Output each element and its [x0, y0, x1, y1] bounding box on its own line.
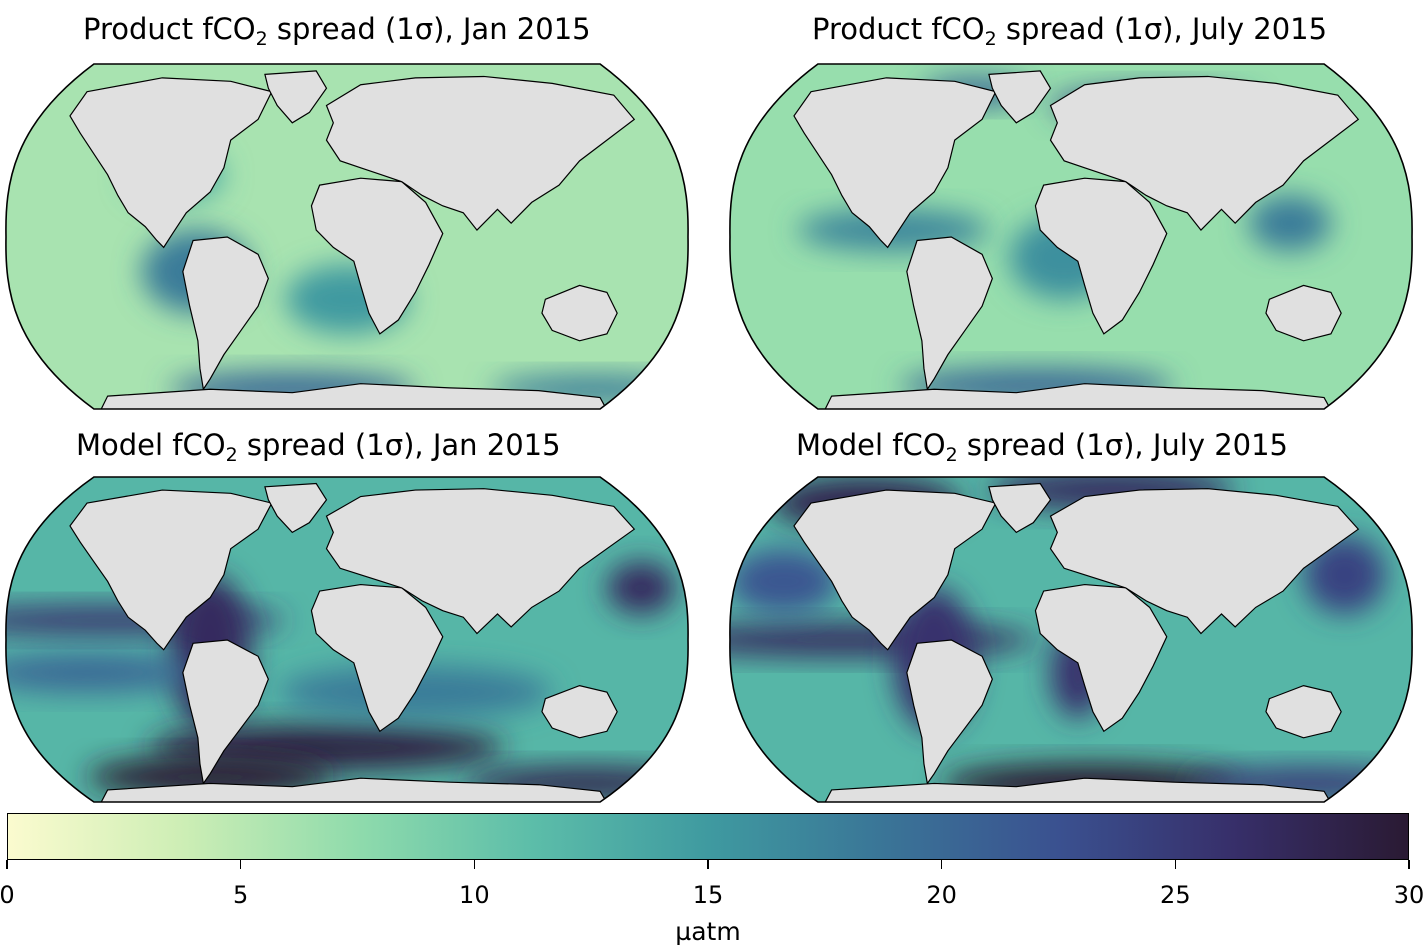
colorbar	[7, 813, 1409, 860]
land-antarctica	[99, 383, 608, 409]
panel-title-product-jan: Product fCO2 spread (1σ), Jan 2015	[83, 12, 591, 50]
land-south-america	[182, 639, 269, 785]
land-antarctica	[823, 383, 1332, 409]
map-product-july	[729, 63, 1413, 410]
map-product-jan	[5, 63, 689, 410]
colorbar-tick	[1174, 860, 1177, 869]
land-north-america	[69, 77, 273, 249]
map-outline	[729, 476, 1413, 803]
land-greenland	[264, 482, 328, 534]
land-africa	[310, 177, 444, 335]
land-north-america	[793, 489, 997, 651]
land-south-america	[906, 639, 993, 785]
land-australia	[541, 284, 618, 342]
spread-region	[1303, 535, 1386, 614]
land-north-america	[69, 489, 273, 651]
spread-region	[5, 653, 197, 693]
panel-title-model-jan: Model fCO2 spread (1σ), Jan 2015	[76, 428, 561, 466]
land-south-america	[182, 236, 269, 391]
colorbar-tick-label: 25	[1160, 881, 1191, 909]
land-africa	[1034, 177, 1168, 335]
map-outline	[5, 63, 689, 410]
colorbar-tick	[940, 860, 943, 869]
colorbar-tick	[707, 860, 709, 869]
land-africa	[310, 584, 444, 733]
land-africa	[1034, 584, 1168, 733]
colorbar-tick-label: 10	[459, 881, 490, 909]
spread-region	[606, 561, 676, 614]
colorbar-tick-label: 15	[692, 881, 724, 909]
colorbar-tick-label: 5	[233, 881, 249, 909]
land-greenland	[988, 70, 1052, 124]
land-north-america	[793, 77, 997, 249]
colorbar-tick	[239, 860, 242, 869]
land-australia	[541, 685, 618, 739]
land-australia	[1265, 284, 1342, 342]
panel-title-model-july: Model fCO2 spread (1σ), July 2015	[796, 428, 1288, 466]
spread-region	[1248, 195, 1331, 251]
colorbar-tick	[1408, 860, 1410, 869]
land-greenland	[264, 70, 328, 124]
panel-title-product-july: Product fCO2 spread (1σ), July 2015	[812, 12, 1328, 50]
land-antarctica	[823, 777, 1332, 802]
colorbar-tick-label: 0	[0, 881, 15, 909]
colorbar-tick	[473, 860, 476, 869]
map-model-july	[729, 476, 1413, 803]
land-australia	[1265, 685, 1342, 739]
colorbar-tick	[6, 860, 8, 869]
map-model-jan	[5, 476, 689, 803]
land-south-america	[906, 236, 993, 391]
colorbar-tick-label: 30	[1393, 881, 1425, 909]
land-eurasia	[325, 75, 636, 231]
map-outline	[729, 63, 1413, 410]
land-eurasia	[325, 488, 636, 635]
land-greenland	[988, 482, 1052, 534]
colorbar-tick-label: 20	[926, 881, 957, 909]
colorbar-label: µatm	[675, 917, 741, 946]
land-eurasia	[1049, 75, 1360, 231]
map-outline	[5, 476, 689, 803]
land-eurasia	[1049, 488, 1360, 635]
land-antarctica	[99, 777, 608, 802]
spread-region	[729, 548, 839, 614]
